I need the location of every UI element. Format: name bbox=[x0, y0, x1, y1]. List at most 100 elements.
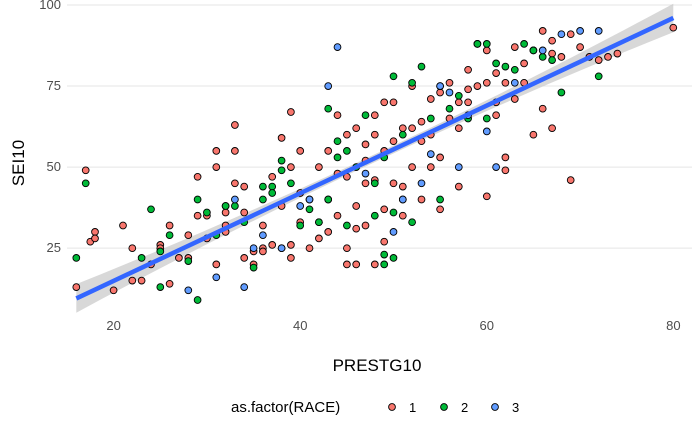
data-point-race-1 bbox=[305, 244, 314, 253]
legend-label-2: 2 bbox=[461, 400, 468, 415]
data-point-race-1 bbox=[380, 237, 389, 246]
data-point-race-1 bbox=[324, 147, 333, 155]
data-point-race-2 bbox=[165, 231, 174, 240]
data-point-race-1 bbox=[473, 82, 482, 90]
data-point-race-1 bbox=[352, 124, 361, 133]
data-point-race-2 bbox=[408, 218, 416, 227]
data-point-race-1 bbox=[417, 117, 426, 126]
data-point-race-1 bbox=[268, 241, 277, 249]
data-point-race-1 bbox=[277, 134, 286, 142]
data-point-race-2 bbox=[305, 205, 314, 214]
data-point-race-2 bbox=[380, 250, 389, 259]
data-point-race-2 bbox=[72, 254, 81, 262]
data-point-race-1 bbox=[352, 202, 361, 210]
data-point-race-1 bbox=[315, 234, 323, 243]
data-point-race-1 bbox=[566, 176, 575, 184]
data-point-race-2 bbox=[417, 62, 426, 71]
data-point-race-2 bbox=[333, 137, 342, 146]
data-point-race-2 bbox=[389, 208, 398, 217]
data-point-race-3 bbox=[184, 286, 193, 295]
data-point-race-2 bbox=[324, 195, 333, 204]
data-point-race-1 bbox=[193, 172, 202, 181]
trend-line-group bbox=[75, 15, 675, 301]
data-point-race-1 bbox=[436, 153, 444, 162]
data-point-race-2 bbox=[268, 182, 277, 191]
data-point-race-2 bbox=[137, 254, 146, 262]
data-point-race-1 bbox=[510, 43, 519, 51]
y-axis-title: SEI10 bbox=[9, 140, 28, 186]
data-point-race-2 bbox=[408, 78, 416, 87]
data-point-race-1 bbox=[231, 147, 239, 155]
data-point-race-1 bbox=[259, 247, 267, 256]
data-point-race-1 bbox=[501, 153, 510, 162]
data-point-race-1 bbox=[119, 221, 127, 230]
data-point-race-1 bbox=[343, 244, 351, 253]
data-point-race-1 bbox=[492, 111, 500, 120]
data-point-race-1 bbox=[389, 137, 398, 146]
data-point-race-2 bbox=[436, 195, 444, 204]
data-point-race-1 bbox=[408, 124, 416, 133]
data-point-race-2 bbox=[445, 104, 454, 113]
data-point-race-1 bbox=[287, 241, 295, 249]
data-point-race-2 bbox=[277, 156, 286, 165]
data-point-race-1 bbox=[548, 124, 556, 133]
data-point-race-1 bbox=[454, 182, 463, 191]
data-point-race-1 bbox=[72, 283, 81, 291]
data-point-race-3 bbox=[361, 169, 370, 178]
data-point-race-2 bbox=[156, 283, 165, 291]
data-point-race-1 bbox=[669, 23, 678, 32]
data-point-race-1 bbox=[221, 208, 230, 217]
data-point-race-3 bbox=[277, 244, 286, 253]
data-point-race-1 bbox=[324, 228, 333, 236]
data-point-race-1 bbox=[193, 211, 202, 220]
data-point-race-1 bbox=[398, 211, 407, 220]
x-axis-ticks: 20 40 60 80 bbox=[106, 318, 680, 333]
data-point-race-2 bbox=[324, 104, 333, 113]
data-point-race-1 bbox=[482, 46, 491, 55]
data-point-race-2 bbox=[370, 211, 379, 220]
data-point-race-2 bbox=[492, 59, 500, 68]
data-point-race-1 bbox=[594, 56, 603, 64]
legend: as.factor(RACE) 1 2 3 bbox=[231, 399, 519, 416]
data-point-race-2 bbox=[510, 65, 519, 74]
data-point-race-1 bbox=[464, 65, 472, 74]
data-point-race-2 bbox=[268, 189, 277, 197]
data-point-race-2 bbox=[520, 40, 528, 48]
data-point-race-2 bbox=[389, 254, 398, 262]
data-point-race-1 bbox=[137, 276, 146, 285]
legend-key-2 bbox=[440, 403, 448, 411]
data-point-race-1 bbox=[398, 124, 407, 133]
data-point-race-3 bbox=[445, 88, 454, 97]
data-point-race-1 bbox=[417, 195, 426, 204]
data-point-race-2 bbox=[259, 182, 267, 191]
data-point-race-1 bbox=[287, 163, 295, 171]
data-point-race-2 bbox=[333, 153, 342, 162]
data-point-race-2 bbox=[594, 72, 603, 81]
data-point-race-2 bbox=[249, 263, 258, 272]
data-point-race-1 bbox=[464, 98, 472, 107]
data-point-race-1 bbox=[557, 53, 566, 61]
data-point-race-2 bbox=[315, 218, 323, 227]
data-point-race-1 bbox=[315, 163, 323, 171]
data-point-race-3 bbox=[305, 195, 314, 204]
data-point-race-1 bbox=[380, 205, 389, 214]
y-tick-label: 100 bbox=[39, 0, 61, 12]
data-point-race-3 bbox=[557, 30, 566, 39]
data-point-race-1 bbox=[510, 95, 519, 103]
data-point-race-2 bbox=[277, 166, 286, 175]
data-point-race-1 bbox=[184, 231, 193, 240]
data-point-race-2 bbox=[259, 195, 267, 204]
data-point-race-1 bbox=[548, 49, 556, 58]
data-point-race-2 bbox=[557, 88, 566, 97]
data-point-race-2 bbox=[482, 40, 491, 48]
data-point-race-1 bbox=[333, 111, 342, 120]
data-point-race-1 bbox=[492, 69, 500, 77]
data-point-race-1 bbox=[370, 111, 379, 120]
data-point-race-1 bbox=[454, 124, 463, 133]
data-point-race-1 bbox=[538, 27, 547, 35]
data-point-race-1 bbox=[389, 179, 398, 188]
data-point-race-1 bbox=[296, 147, 305, 155]
data-point-race-1 bbox=[165, 221, 174, 230]
legend-label-1: 1 bbox=[409, 400, 416, 415]
data-point-race-1 bbox=[343, 130, 351, 139]
